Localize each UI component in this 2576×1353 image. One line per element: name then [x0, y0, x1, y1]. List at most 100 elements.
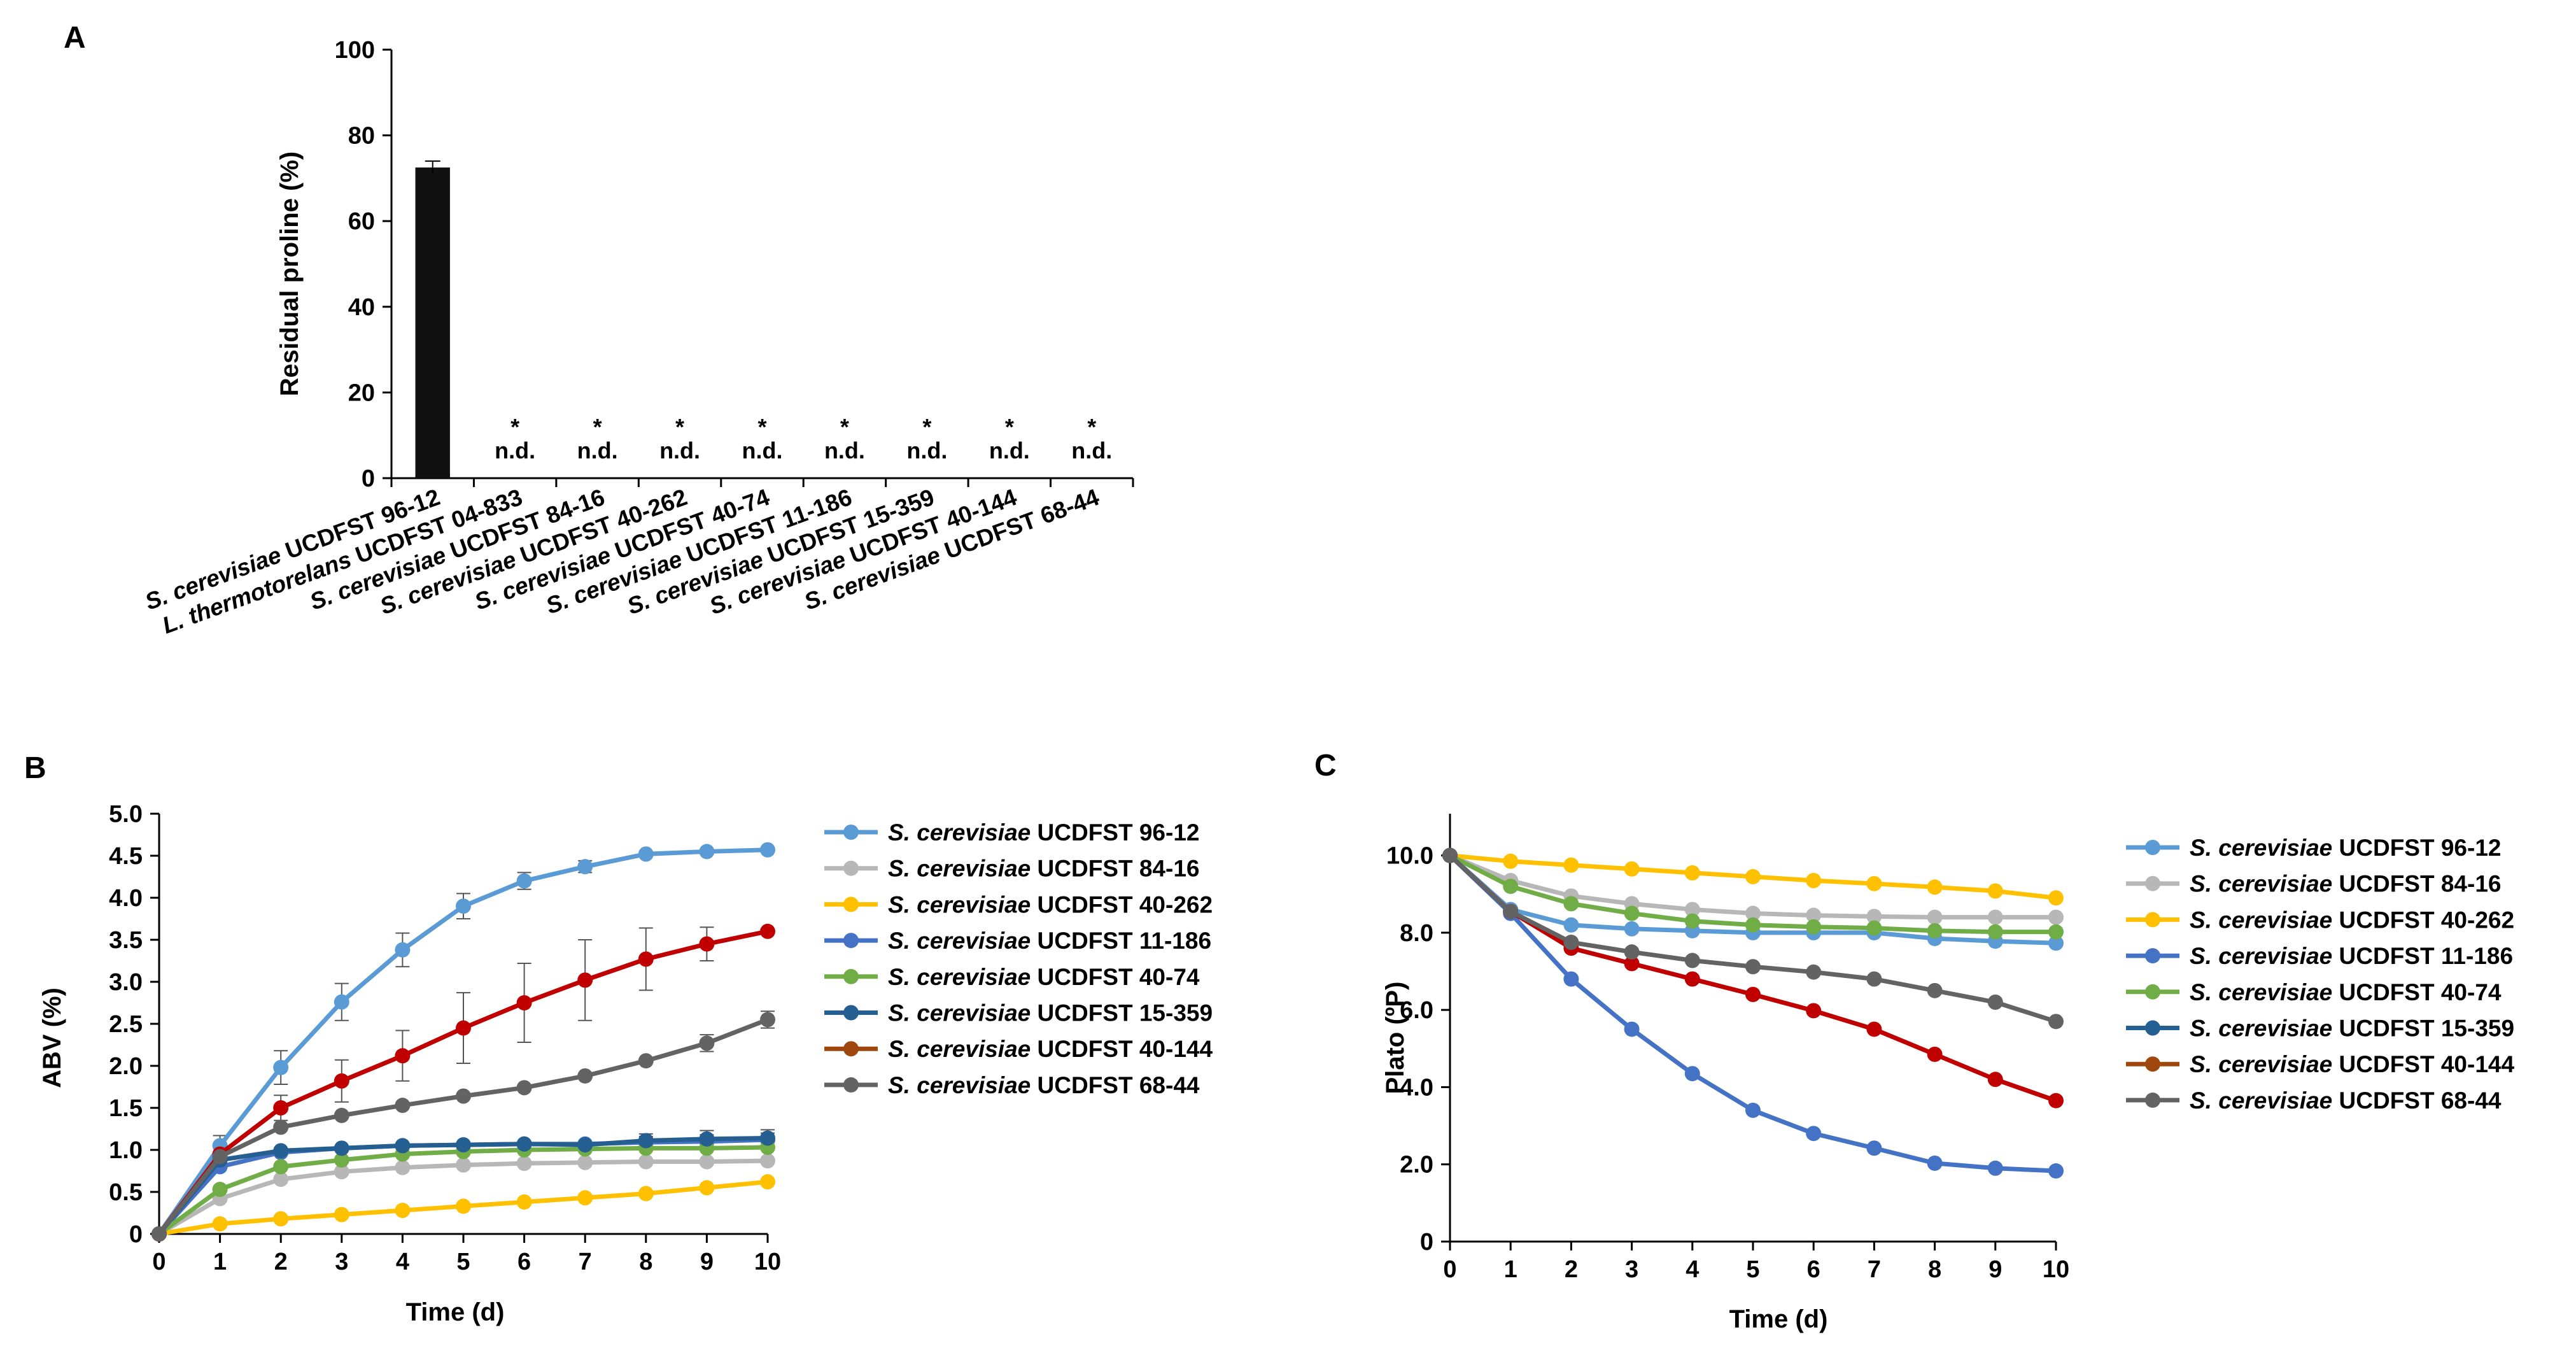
b-legend-label: S. cerevisiae UCDFST 68-44: [888, 1072, 1200, 1098]
a-nd-label: n.d.: [989, 437, 1030, 464]
b-data-point: [516, 1080, 532, 1096]
b-data-point: [638, 1133, 654, 1149]
a-nd-label: n.d.: [906, 437, 947, 464]
c-data-point: [1927, 982, 1943, 998]
b-legend-marker: [843, 896, 859, 912]
b-data-point: [273, 1211, 289, 1227]
b-legend-marker: [843, 1077, 859, 1093]
c-data-point: [1624, 1021, 1640, 1037]
a-significance-star: *: [840, 414, 849, 440]
b-data-point: [212, 1182, 228, 1198]
c-y-tick-label: 10.0: [1386, 843, 1433, 870]
c-data-point: [1866, 971, 1882, 987]
c-data-point: [1684, 913, 1700, 929]
b-y-tick-label: 3.0: [109, 969, 143, 996]
c-data-point: [2048, 890, 2064, 906]
b-x-tick-label: 2: [274, 1249, 288, 1275]
b-data-point: [334, 1073, 349, 1089]
c-legend-marker: [2145, 1092, 2160, 1108]
species-name: S. cerevisiae: [888, 891, 1038, 917]
b-y-tick-label: 2.5: [109, 1011, 143, 1038]
c-legend-label: S. cerevisiae UCDFST 40-144: [2190, 1051, 2514, 1077]
b-data-point: [577, 859, 593, 875]
c-data-point: [1503, 903, 1519, 919]
b-data-point: [273, 1172, 289, 1187]
b-x-tick-label: 1: [213, 1249, 227, 1275]
c-data-point: [1987, 1160, 2003, 1176]
c-data-point: [1684, 865, 1700, 881]
panel-c-chart: 0 2.0 4.0 6.0 8.0 10.0 0 1 2 3 4 5 6 7 8 9 10 S. cerevisi…: [1386, 814, 2514, 1283]
a-nd-label: n.d.: [495, 437, 535, 464]
strain-name: UCDFST 68-44: [1038, 1072, 1200, 1098]
c-x-tick-label: 9: [1988, 1256, 2002, 1283]
b-data-point: [456, 1020, 471, 1036]
b-x-tick-label: 6: [517, 1249, 531, 1275]
c-legend-marker: [2145, 1056, 2160, 1072]
a-nd-label: n.d.: [1071, 437, 1112, 464]
b-data-point: [699, 1131, 715, 1147]
b-legend-label: S. cerevisiae UCDFST 40-74: [888, 964, 1200, 990]
c-data-point: [1624, 944, 1640, 960]
a-nd-label: n.d.: [659, 437, 700, 464]
b-x-axis-title: Time (d): [406, 1298, 505, 1326]
b-data-point: [516, 1136, 532, 1152]
c-legend-label: S. cerevisiae UCDFST 40-262: [2190, 907, 2514, 933]
c-data-point: [1866, 1021, 1882, 1037]
c-data-point: [2048, 935, 2064, 951]
c-data-point: [1563, 896, 1579, 912]
c-data-point: [1745, 905, 1761, 921]
c-data-point: [1927, 1155, 1943, 1171]
species-name: S. cerevisiae: [2190, 979, 2339, 1005]
c-series-line: [1448, 854, 2057, 1103]
b-y-tick-label: 4.0: [109, 885, 143, 912]
b-x-tick-label: 10: [754, 1249, 781, 1275]
c-x-tick-label: 1: [1504, 1256, 1517, 1283]
strain-name: UCDFST 40-144: [1038, 1036, 1213, 1062]
panel-letter-b: B: [24, 751, 46, 785]
species-name: S. cerevisiae: [888, 928, 1038, 954]
b-data-point: [151, 1226, 167, 1242]
c-data-point: [1503, 853, 1519, 869]
b-data-point: [760, 1174, 775, 1190]
b-data-point: [516, 873, 532, 889]
b-legend-marker: [843, 860, 859, 876]
b-x-tick-label: 5: [456, 1249, 470, 1275]
b-data-point: [273, 1059, 289, 1075]
c-data-point: [2048, 1014, 2064, 1030]
c-x-tick-label: 6: [1807, 1256, 1820, 1283]
b-data-point: [699, 1180, 715, 1196]
species-name: S. cerevisiae: [2190, 1087, 2339, 1114]
c-data-point: [1806, 964, 1822, 980]
b-y-axis-title: ABV (%): [38, 988, 66, 1088]
c-x-tick-label: 3: [1625, 1256, 1638, 1283]
b-legend-label: S. cerevisiae UCDFST 11-186: [888, 928, 1211, 954]
c-data-point: [2048, 909, 2064, 925]
strain-name: UCDFST 84-16: [1038, 856, 1200, 882]
c-legend-label: S. cerevisiae UCDFST 68-44: [2190, 1087, 2502, 1114]
c-data-point: [1563, 971, 1579, 987]
strain-name: UCDFST 96-12: [2339, 835, 2502, 861]
c-data-point: [1624, 905, 1640, 921]
b-data-point: [516, 995, 532, 1010]
species-name: S. cerevisiae: [888, 1072, 1038, 1098]
c-data-point: [2048, 1093, 2064, 1109]
species-name: S. cerevisiae: [2190, 1016, 2339, 1042]
b-data-point: [456, 898, 471, 914]
b-data-point: [273, 1159, 289, 1175]
b-legend-marker: [843, 825, 859, 840]
b-data-point: [577, 1137, 593, 1153]
strain-name: UCDFST 84-16: [2339, 871, 2502, 897]
species-name: S. cerevisiae: [888, 964, 1038, 990]
b-x-tick-label: 0: [152, 1249, 165, 1275]
c-data-point: [1503, 879, 1519, 895]
species-name: S. cerevisiae: [2190, 1051, 2339, 1077]
b-data-point: [577, 1190, 593, 1206]
c-legend-marker: [2145, 948, 2160, 964]
strain-name: UCDFST 11-186: [2339, 943, 2514, 969]
c-data-point: [1624, 861, 1640, 877]
c-legend-marker: [2145, 984, 2160, 1000]
c-legend-marker: [2145, 875, 2160, 891]
b-data-point: [699, 844, 715, 860]
b-x-tick-label: 7: [579, 1249, 592, 1275]
c-x-tick-label: 4: [1686, 1256, 1699, 1283]
